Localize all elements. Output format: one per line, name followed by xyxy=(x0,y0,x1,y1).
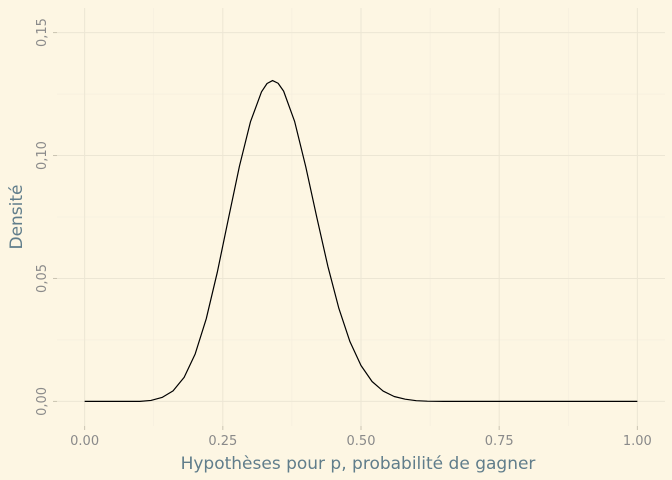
x-axis-title: Hypothèses pour p, probabilité de gagner xyxy=(181,454,536,474)
y-tick-label: 0,10 xyxy=(35,141,50,170)
y-axis-title: Densité xyxy=(7,184,27,249)
x-tick-label: 0.00 xyxy=(70,434,99,449)
series-group xyxy=(84,79,638,403)
y-tick-label: 0,15 xyxy=(35,18,50,47)
density-line xyxy=(84,79,638,403)
y-tick-label: 0,00 xyxy=(35,387,50,416)
y-tick-labels: 0,00 0,05 0,10 0,15 xyxy=(35,18,50,416)
x-tick-label: 0.50 xyxy=(347,434,376,449)
x-tick-label: 1.00 xyxy=(623,434,652,449)
x-tick-label: 0.75 xyxy=(485,434,514,449)
x-tick-labels: 0.00 0.25 0.50 0.75 1.00 xyxy=(70,434,652,449)
x-tick-label: 0.25 xyxy=(208,434,237,449)
grid-lines xyxy=(57,8,665,426)
y-tick-label: 0,05 xyxy=(35,264,50,293)
tick-marks xyxy=(53,32,638,430)
